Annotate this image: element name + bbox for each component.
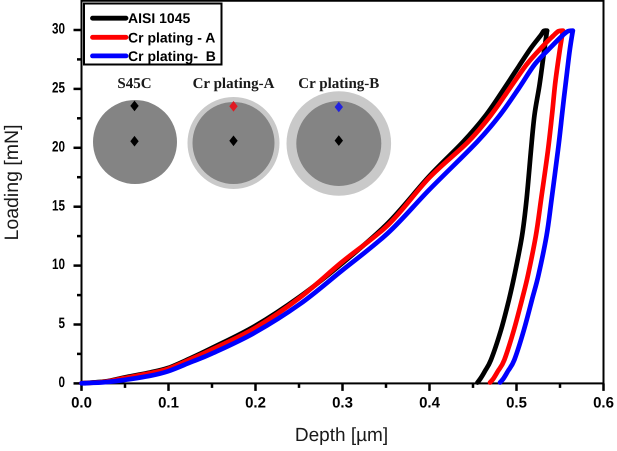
svg-text:30: 30 xyxy=(52,21,65,38)
svg-text:20: 20 xyxy=(52,138,65,155)
svg-text:0.6: 0.6 xyxy=(593,395,614,412)
svg-text:Depth [µm]: Depth [µm] xyxy=(295,425,388,446)
svg-text:0.4: 0.4 xyxy=(419,395,441,412)
svg-text:S45C: S45C xyxy=(117,76,151,92)
svg-text:Cr plating- B: Cr plating- B xyxy=(128,48,216,64)
svg-text:0.3: 0.3 xyxy=(332,395,353,412)
svg-text:0: 0 xyxy=(58,374,65,391)
svg-text:0.5: 0.5 xyxy=(506,395,527,412)
svg-text:0.1: 0.1 xyxy=(158,395,179,412)
svg-text:5: 5 xyxy=(58,315,65,332)
svg-text:Cr plating-B: Cr plating-B xyxy=(298,76,379,92)
svg-text:Cr plating - A: Cr plating - A xyxy=(128,29,215,45)
svg-text:0.0: 0.0 xyxy=(71,395,92,412)
svg-text:AISI 1045: AISI 1045 xyxy=(128,10,190,26)
svg-text:15: 15 xyxy=(52,197,65,214)
svg-text:10: 10 xyxy=(52,256,65,273)
svg-text:Loading [mN]: Loading [mN] xyxy=(1,125,23,241)
svg-text:0.2: 0.2 xyxy=(245,395,266,412)
svg-text:25: 25 xyxy=(52,80,65,97)
svg-text:Cr plating-A: Cr plating-A xyxy=(193,76,275,92)
